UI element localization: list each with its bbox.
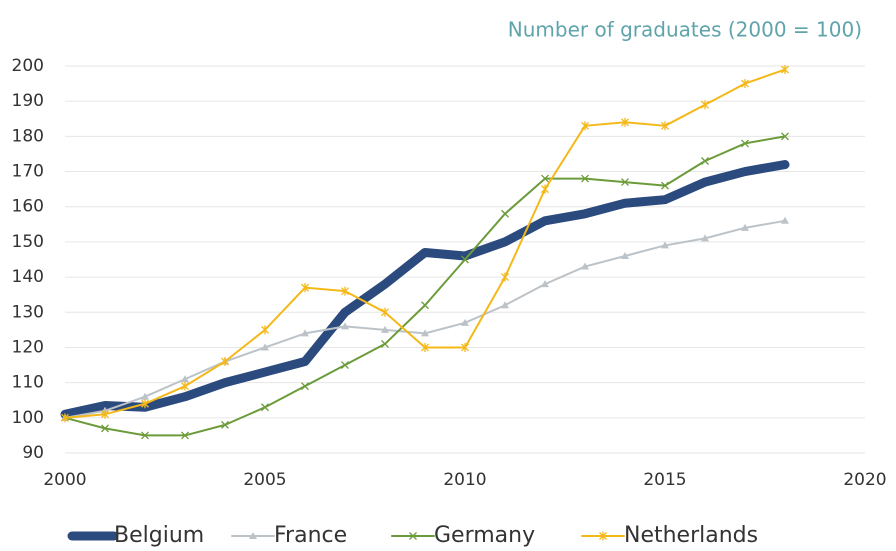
marker [341,361,349,370]
marker [581,174,589,183]
series-line [60,160,790,419]
y-tick-label: 110 [12,373,44,393]
y-tick-label: 100 [12,408,44,428]
marker [101,424,109,433]
marker [421,329,429,337]
marker [501,301,509,309]
y-tick-label: 180 [12,126,44,146]
marker [701,100,709,110]
chart-subtitle: Number of graduates (2000 = 100) [508,18,862,42]
y-tick-label: 120 [12,337,44,357]
y-tick-label: 190 [12,91,44,111]
marker [541,280,549,288]
marker [599,531,607,541]
marker [541,184,549,194]
marker [381,325,389,333]
y-tick-label: 140 [12,267,44,287]
marker [461,255,469,264]
marker [261,343,269,351]
marker [621,117,629,127]
marker [581,262,589,270]
x-tick-label: 2020 [843,470,886,490]
marker [421,342,429,352]
legend-label: Belgium [114,523,204,548]
x-tick-label: 2005 [243,470,286,490]
marker [781,132,789,141]
legend-label: Netherlands [624,523,758,548]
marker [501,272,509,282]
y-tick-label: 170 [12,162,44,182]
marker [741,79,749,89]
x-tick-label: 2010 [443,470,486,490]
marker [741,139,749,148]
legend-label: Germany [434,523,535,548]
marker [381,339,389,348]
marker [501,209,509,218]
marker [781,216,789,224]
marker [221,357,229,367]
marker [741,223,749,231]
marker [181,381,189,391]
x-tick-label: 2000 [43,470,86,490]
marker [461,318,469,326]
y-tick-label: 130 [12,302,44,322]
marker [141,399,149,409]
marker [141,392,149,400]
marker [249,532,257,539]
marker [141,431,149,440]
marker [541,174,549,183]
marker [61,413,69,423]
marker [461,342,469,352]
marker [301,329,309,337]
marker [261,325,269,335]
marker [701,157,709,165]
marker [181,431,189,440]
marker [341,286,349,296]
marker [781,65,789,75]
y-tick-label: 160 [12,197,44,217]
marker [661,241,669,249]
marker [581,121,589,131]
x-tick-label: 2015 [643,470,686,490]
marker [101,409,109,419]
y-tick-label: 90 [22,443,44,463]
marker [421,301,429,310]
marker [341,322,349,330]
marker [221,420,229,429]
marker [661,121,669,131]
marker [381,307,389,317]
marker [409,532,417,540]
marker [181,375,189,383]
y-tick-label: 150 [12,232,44,252]
marker [621,251,629,259]
marker [301,382,309,391]
marker [621,178,629,187]
y-tick-label: 200 [12,56,44,76]
marker [261,403,269,412]
marker [661,181,669,190]
marker [701,234,709,242]
legend-label: France [274,523,347,548]
marker [301,283,309,293]
